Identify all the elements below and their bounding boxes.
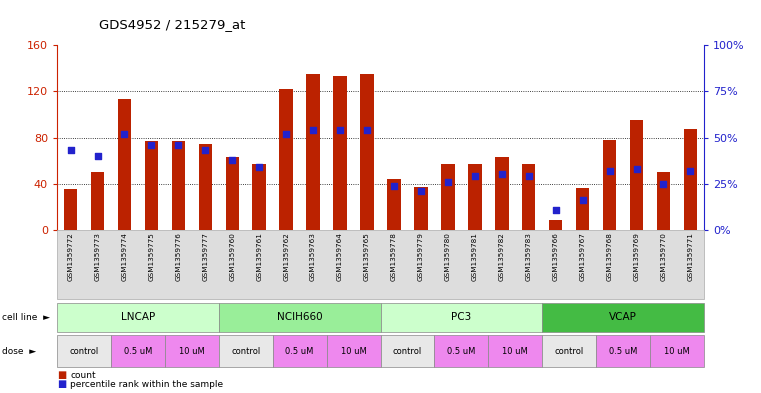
Text: GSM1359772: GSM1359772 <box>68 232 74 281</box>
Text: GSM1359762: GSM1359762 <box>283 232 289 281</box>
Text: GSM1359782: GSM1359782 <box>498 232 505 281</box>
Bar <box>387 179 401 230</box>
Text: GSM1359770: GSM1359770 <box>661 232 667 281</box>
Text: GSM1359779: GSM1359779 <box>418 232 424 281</box>
Text: percentile rank within the sample: percentile rank within the sample <box>70 380 223 389</box>
Text: 10 uM: 10 uM <box>664 347 690 356</box>
Text: 0.5 uM: 0.5 uM <box>285 347 314 356</box>
Text: 0.5 uM: 0.5 uM <box>609 347 637 356</box>
Point <box>253 164 266 170</box>
Text: NCIH660: NCIH660 <box>277 312 323 322</box>
Text: GSM1359783: GSM1359783 <box>526 232 532 281</box>
Text: dose  ►: dose ► <box>2 347 37 356</box>
Text: LNCAP: LNCAP <box>121 312 155 322</box>
Bar <box>360 74 374 230</box>
Text: GSM1359771: GSM1359771 <box>687 232 693 281</box>
Text: GSM1359764: GSM1359764 <box>337 232 343 281</box>
Text: 0.5 uM: 0.5 uM <box>447 347 476 356</box>
Point <box>603 168 616 174</box>
Point <box>145 142 158 148</box>
Point <box>361 127 373 133</box>
Point <box>469 173 481 180</box>
Bar <box>199 145 212 230</box>
Bar <box>630 120 643 230</box>
Text: GSM1359774: GSM1359774 <box>122 232 127 281</box>
Text: GSM1359769: GSM1359769 <box>634 232 639 281</box>
Point <box>549 206 562 213</box>
Bar <box>468 164 482 230</box>
Bar <box>64 189 78 230</box>
Point <box>577 197 589 204</box>
Bar <box>225 157 239 230</box>
Bar <box>307 74 320 230</box>
Text: GSM1359775: GSM1359775 <box>148 232 154 281</box>
Point <box>495 171 508 178</box>
Point <box>280 131 292 137</box>
Point <box>199 147 212 154</box>
Bar <box>172 141 185 230</box>
Point <box>415 188 427 194</box>
Text: control: control <box>69 347 99 356</box>
Point <box>65 147 77 154</box>
Bar <box>118 99 131 230</box>
Text: GSM1359773: GSM1359773 <box>94 232 100 281</box>
Text: VCAP: VCAP <box>609 312 637 322</box>
Bar <box>333 76 347 230</box>
Text: GSM1359767: GSM1359767 <box>580 232 586 281</box>
Point <box>630 166 642 172</box>
Bar <box>522 164 536 230</box>
Text: ■: ■ <box>57 379 66 389</box>
Point <box>658 180 670 187</box>
Text: GSM1359761: GSM1359761 <box>256 232 263 281</box>
Text: control: control <box>555 347 584 356</box>
Bar <box>495 157 508 230</box>
Bar <box>441 164 454 230</box>
Point <box>307 127 319 133</box>
Point <box>119 131 131 137</box>
Text: 10 uM: 10 uM <box>502 347 528 356</box>
Text: GSM1359776: GSM1359776 <box>175 232 181 281</box>
Point <box>442 179 454 185</box>
Point <box>388 182 400 189</box>
Text: GSM1359781: GSM1359781 <box>472 232 478 281</box>
Text: cell line  ►: cell line ► <box>2 313 50 322</box>
Bar <box>683 129 697 230</box>
Text: 0.5 uM: 0.5 uM <box>124 347 152 356</box>
Text: control: control <box>393 347 422 356</box>
Text: GSM1359763: GSM1359763 <box>310 232 316 281</box>
Text: 10 uM: 10 uM <box>341 347 367 356</box>
Bar <box>576 188 589 230</box>
Point <box>226 156 238 163</box>
Bar <box>145 141 158 230</box>
Text: GSM1359760: GSM1359760 <box>229 232 235 281</box>
Point <box>684 168 696 174</box>
Text: GDS4952 / 215279_at: GDS4952 / 215279_at <box>99 18 245 31</box>
Text: GSM1359777: GSM1359777 <box>202 232 209 281</box>
Text: GSM1359778: GSM1359778 <box>391 232 397 281</box>
Text: GSM1359766: GSM1359766 <box>552 232 559 281</box>
Text: count: count <box>70 371 96 380</box>
Bar <box>603 140 616 230</box>
Point <box>523 173 535 180</box>
Text: GSM1359780: GSM1359780 <box>445 232 451 281</box>
Bar <box>91 172 104 230</box>
Point <box>91 153 103 159</box>
Text: PC3: PC3 <box>451 312 472 322</box>
Text: ■: ■ <box>57 371 66 380</box>
Bar <box>279 89 293 230</box>
Text: GSM1359768: GSM1359768 <box>607 232 613 281</box>
Text: control: control <box>231 347 260 356</box>
Bar <box>253 164 266 230</box>
Text: 10 uM: 10 uM <box>179 347 205 356</box>
Text: GSM1359765: GSM1359765 <box>364 232 370 281</box>
Point <box>172 142 184 148</box>
Point <box>334 127 346 133</box>
Bar <box>414 187 428 230</box>
Bar <box>657 172 670 230</box>
Bar <box>549 220 562 230</box>
